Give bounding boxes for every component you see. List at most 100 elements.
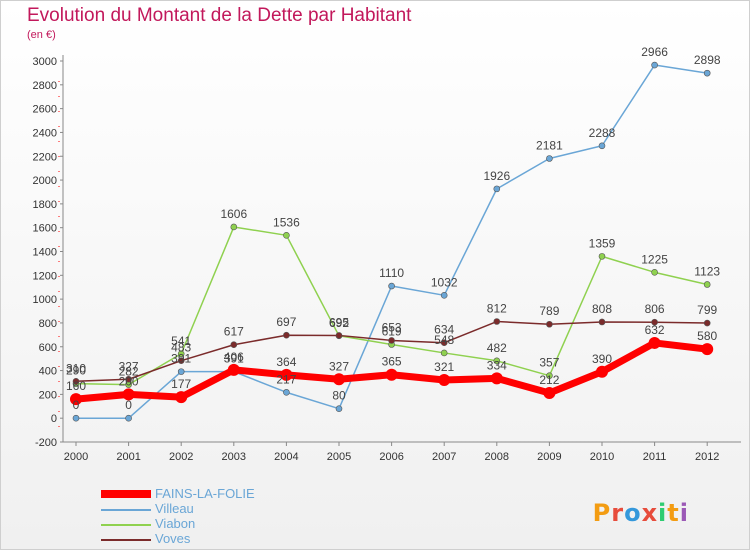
legend-swatch-voves — [101, 539, 151, 541]
y-tick-label: 600 — [39, 342, 57, 354]
data-label: 799 — [697, 303, 717, 317]
data-point — [546, 155, 553, 162]
data-point — [703, 69, 711, 77]
y-tick-label: 2800 — [33, 80, 57, 92]
data-label: 80 — [332, 389, 346, 403]
data-label: 483 — [171, 341, 191, 355]
data-point — [283, 331, 290, 339]
data-point — [440, 339, 448, 347]
x-tick-label: 2004 — [274, 451, 298, 463]
y-tick-label: 200 — [39, 389, 57, 401]
x-tick-label: 2001 — [116, 451, 140, 463]
data-label: 160 — [66, 379, 86, 393]
data-label: 364 — [276, 355, 296, 369]
x-tick-label: 2002 — [169, 451, 193, 463]
data-point — [701, 343, 714, 356]
logo-letter: t — [667, 499, 680, 527]
data-point — [230, 341, 238, 349]
data-point — [385, 368, 398, 381]
chart-title: Evolution du Montant de la Dette par Hab… — [27, 5, 412, 26]
x-tick-label: 2007 — [432, 451, 456, 463]
y-tick-label: 2000 — [33, 175, 57, 187]
legend-swatch-fains-la-folie — [101, 490, 151, 498]
data-label: 1110 — [379, 266, 404, 280]
data-label: 327 — [119, 359, 139, 373]
data-point — [651, 61, 658, 69]
data-label: 541 — [171, 334, 191, 348]
data-point — [72, 414, 80, 422]
data-point — [440, 292, 448, 299]
data-point — [125, 375, 132, 383]
data-point — [543, 386, 556, 399]
data-point — [280, 368, 293, 381]
logo-letter: i — [679, 499, 689, 527]
data-point — [177, 350, 185, 358]
logo-letter: i — [658, 499, 668, 527]
data-point — [175, 391, 188, 404]
y-tick-label: 2200 — [33, 151, 57, 163]
data-point — [493, 357, 501, 365]
data-label: 789 — [539, 304, 559, 318]
data-label: 2966 — [641, 45, 668, 59]
data-label: 0 — [73, 398, 80, 412]
logo-letter: P — [592, 499, 612, 527]
data-label: 290 — [66, 364, 86, 378]
data-label: 200 — [119, 374, 139, 388]
y-tick-label: 1000 — [33, 294, 57, 306]
y-tick-label: 0 — [51, 413, 57, 425]
x-tick-label: 2008 — [485, 451, 509, 463]
logo-letter: r — [611, 499, 625, 527]
data-point — [122, 388, 135, 401]
proxiti-logo: Proxiti — [593, 499, 689, 527]
data-label: 580 — [697, 329, 717, 343]
data-point — [651, 318, 658, 326]
data-label: 548 — [434, 333, 454, 347]
logo-letter: o — [624, 499, 642, 527]
y-tick-label: 1600 — [33, 223, 57, 235]
legend-label-fains-la-folie: FAINS-LA-FOLIE — [155, 486, 255, 501]
x-tick-label: 2010 — [590, 451, 614, 463]
data-point — [125, 414, 132, 422]
data-label: 806 — [645, 302, 665, 316]
data-label: 1225 — [641, 252, 668, 266]
data-point — [648, 336, 661, 349]
data-label: 1606 — [220, 207, 247, 221]
data-point — [438, 373, 451, 386]
data-point — [546, 372, 553, 379]
x-tick-label: 2006 — [379, 451, 403, 463]
x-tick-label: 2005 — [327, 451, 351, 463]
data-point — [72, 377, 80, 385]
data-point — [335, 405, 343, 412]
legend-label-viabon: Viabon — [155, 516, 196, 531]
data-label: 212 — [539, 373, 559, 387]
logo-letter: x — [641, 499, 659, 527]
data-label: 406 — [224, 350, 244, 364]
data-label: 2288 — [589, 126, 616, 140]
data-point — [703, 281, 711, 288]
x-tick-label: 2003 — [222, 451, 246, 463]
data-point — [227, 363, 240, 376]
data-label: 391 — [224, 352, 244, 366]
x-tick-label: 2000 — [64, 451, 88, 463]
data-label: 692 — [329, 316, 349, 330]
data-point — [596, 365, 608, 378]
data-label: 653 — [382, 320, 402, 334]
data-label: 812 — [487, 302, 507, 316]
data-point — [283, 232, 290, 239]
data-label: 632 — [645, 323, 665, 337]
y-tick-label: 2400 — [33, 127, 57, 139]
data-point — [598, 253, 606, 260]
y-tick-label: 800 — [39, 318, 57, 330]
data-point — [493, 318, 501, 325]
data-point — [230, 223, 238, 231]
data-label: 808 — [592, 302, 612, 316]
legend-label-voves: Voves — [155, 531, 191, 546]
data-label: 217 — [276, 372, 296, 386]
data-point — [598, 142, 606, 150]
data-point — [333, 373, 345, 386]
data-label: 1032 — [431, 275, 458, 289]
data-label: 1359 — [589, 236, 616, 250]
data-point — [283, 389, 290, 396]
data-label: 1123 — [694, 264, 720, 278]
